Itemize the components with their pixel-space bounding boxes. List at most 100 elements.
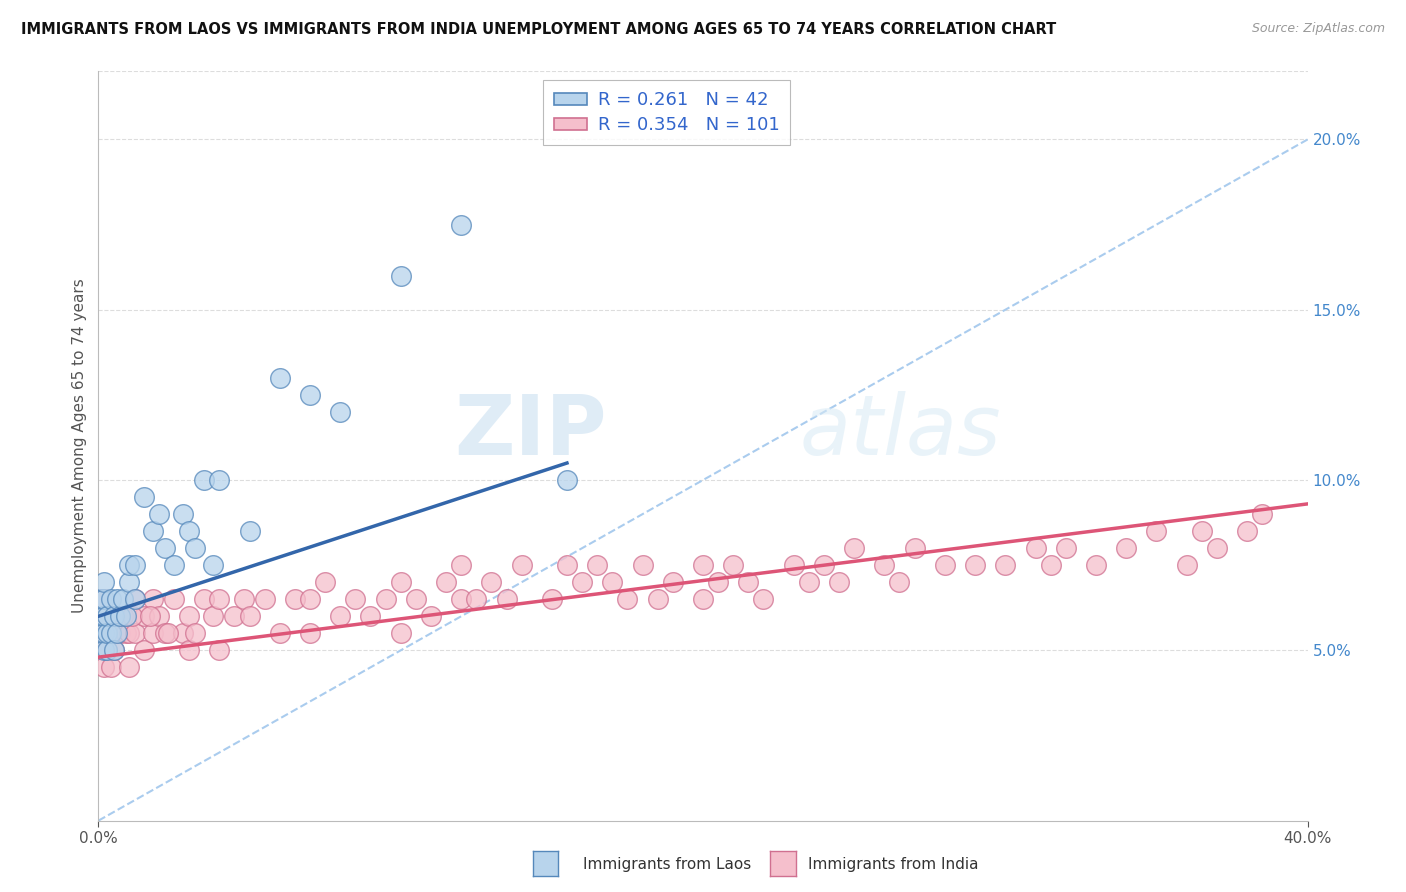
Point xyxy=(132,643,155,657)
Point xyxy=(405,592,427,607)
Point xyxy=(111,592,134,607)
Point xyxy=(752,592,775,607)
Point xyxy=(360,609,382,624)
Point xyxy=(108,609,131,624)
Point xyxy=(828,575,851,590)
Point xyxy=(103,609,125,624)
Point xyxy=(934,558,956,573)
Point xyxy=(208,473,231,487)
Point xyxy=(299,388,322,402)
Point xyxy=(96,609,118,624)
Point xyxy=(103,643,125,657)
Text: Immigrants from India: Immigrants from India xyxy=(808,857,979,872)
Text: ZIP: ZIP xyxy=(454,391,606,472)
Text: IMMIGRANTS FROM LAOS VS IMMIGRANTS FROM INDIA UNEMPLOYMENT AMONG AGES 65 TO 74 Y: IMMIGRANTS FROM LAOS VS IMMIGRANTS FROM … xyxy=(21,22,1056,37)
Point xyxy=(124,592,146,607)
Point xyxy=(100,609,122,624)
Point xyxy=(450,592,472,607)
Point xyxy=(111,609,134,624)
Point xyxy=(1191,524,1213,538)
Point xyxy=(184,541,207,556)
Point xyxy=(994,558,1017,573)
Point xyxy=(93,609,115,624)
Point xyxy=(540,592,562,607)
Point xyxy=(114,609,136,624)
Point xyxy=(1144,524,1167,538)
Point xyxy=(103,643,125,657)
Point xyxy=(389,575,412,590)
Point xyxy=(172,507,194,521)
Point xyxy=(118,626,141,640)
Point xyxy=(124,558,146,573)
Point xyxy=(1115,541,1137,556)
Point xyxy=(374,592,396,607)
Point xyxy=(602,575,624,590)
Point xyxy=(269,626,291,640)
Point xyxy=(108,626,131,640)
Point xyxy=(284,592,307,607)
Point xyxy=(481,575,503,590)
Point xyxy=(269,371,291,385)
Point xyxy=(103,609,125,624)
Point xyxy=(90,626,112,640)
Point xyxy=(661,575,683,590)
Point xyxy=(96,643,118,657)
Point xyxy=(1175,558,1198,573)
Point xyxy=(647,592,669,607)
Point xyxy=(179,524,201,538)
Point xyxy=(179,643,201,657)
Point xyxy=(571,575,593,590)
Point xyxy=(299,592,322,607)
Point xyxy=(299,626,322,640)
Point xyxy=(124,592,146,607)
Point xyxy=(889,575,911,590)
Point xyxy=(90,609,112,624)
Point xyxy=(314,575,336,590)
Point xyxy=(121,609,143,624)
Point xyxy=(90,609,112,624)
Point xyxy=(163,592,186,607)
Point xyxy=(420,609,443,624)
Legend: R = 0.261   N = 42, R = 0.354   N = 101: R = 0.261 N = 42, R = 0.354 N = 101 xyxy=(543,80,790,145)
Point xyxy=(124,626,146,640)
Point xyxy=(105,626,128,640)
Point xyxy=(96,643,118,657)
Point xyxy=(93,592,115,607)
Point xyxy=(344,592,367,607)
Point xyxy=(105,626,128,640)
Point xyxy=(813,558,835,573)
Point xyxy=(156,626,179,640)
Text: Source: ZipAtlas.com: Source: ZipAtlas.com xyxy=(1251,22,1385,36)
Point xyxy=(93,575,115,590)
Point xyxy=(495,592,517,607)
Point xyxy=(93,643,115,657)
Point xyxy=(118,558,141,573)
Point xyxy=(555,558,578,573)
Point xyxy=(208,592,231,607)
Point xyxy=(253,592,276,607)
Point xyxy=(723,558,745,573)
Point xyxy=(450,218,472,232)
Point xyxy=(139,609,162,624)
Point xyxy=(1251,507,1274,521)
Point xyxy=(142,592,165,607)
Point xyxy=(105,592,128,607)
Point xyxy=(184,626,207,640)
Point xyxy=(208,643,231,657)
Point xyxy=(555,473,578,487)
Point xyxy=(1085,558,1108,573)
Point xyxy=(1024,541,1046,556)
Point xyxy=(96,626,118,640)
Point xyxy=(904,541,927,556)
Point xyxy=(193,592,215,607)
Point xyxy=(90,592,112,607)
Point xyxy=(93,626,115,640)
Point xyxy=(202,558,225,573)
Point xyxy=(450,558,472,573)
Point xyxy=(873,558,896,573)
Point xyxy=(148,609,170,624)
Point xyxy=(797,575,820,590)
Y-axis label: Unemployment Among Ages 65 to 74 years: Unemployment Among Ages 65 to 74 years xyxy=(72,278,87,614)
Point xyxy=(132,609,155,624)
Point xyxy=(100,592,122,607)
